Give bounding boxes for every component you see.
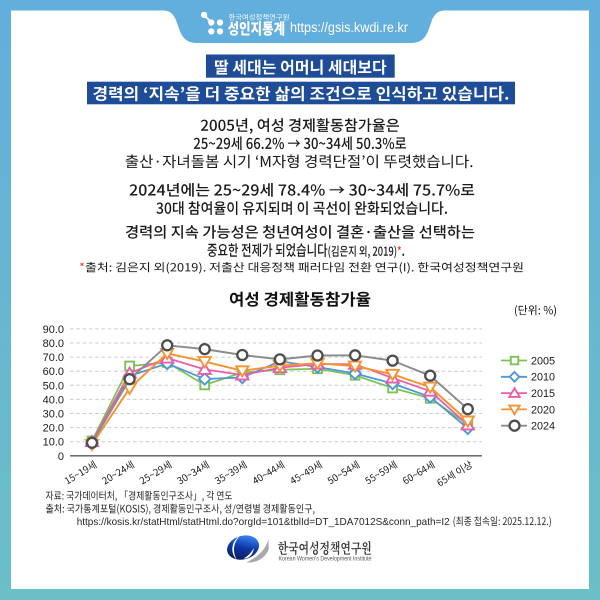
svg-text:40.0: 40.0 bbox=[43, 394, 64, 406]
svg-text:80.0: 80.0 bbox=[43, 338, 64, 350]
svg-text:60.0: 60.0 bbox=[43, 366, 64, 378]
svg-text:2005: 2005 bbox=[531, 355, 555, 367]
svg-text:50.0: 50.0 bbox=[43, 380, 64, 392]
svg-text:2024: 2024 bbox=[531, 421, 555, 433]
svg-text:70.0: 70.0 bbox=[43, 352, 64, 364]
svg-text:2020: 2020 bbox=[531, 404, 555, 416]
svg-text:0: 0 bbox=[58, 451, 64, 463]
svg-text:Korean Women’s Development Ins: Korean Women’s Development Institute bbox=[279, 556, 372, 563]
svg-text:20.0: 20.0 bbox=[43, 423, 64, 435]
svg-text:https://kosis.kr/statHtml/stat: https://kosis.kr/statHtml/statHtml.do?or… bbox=[77, 517, 450, 528]
svg-text:10.0: 10.0 bbox=[43, 437, 64, 449]
svg-text:2015: 2015 bbox=[531, 388, 555, 400]
svg-text:90.0: 90.0 bbox=[43, 324, 64, 336]
svg-text:2010: 2010 bbox=[531, 372, 555, 384]
svg-text:30.0: 30.0 bbox=[43, 409, 64, 421]
svg-text:https://gsis.kwdi.re.kr: https://gsis.kwdi.re.kr bbox=[290, 20, 408, 36]
